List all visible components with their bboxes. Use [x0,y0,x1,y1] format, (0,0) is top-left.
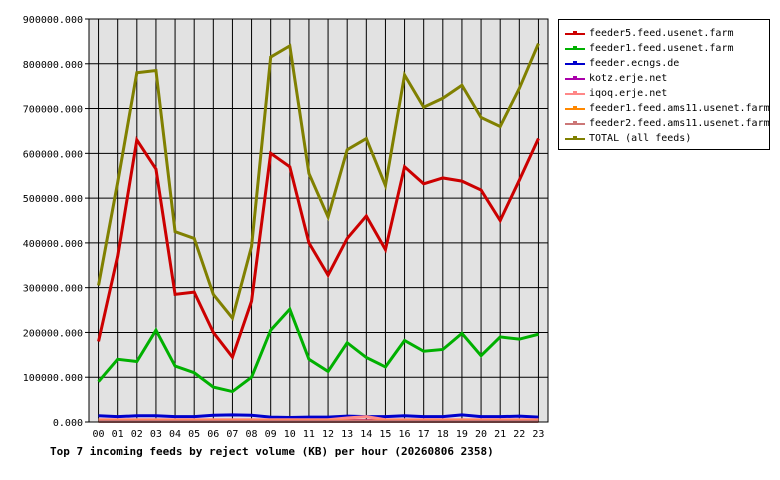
x-tick-label: 08 [246,429,258,440]
x-tick-label: 18 [437,429,449,440]
plot-border [88,18,549,423]
series-7 [97,43,540,322]
x-tick-label: 04 [169,429,181,440]
series-line [97,43,540,322]
x-tick-label: 07 [226,429,238,440]
x-axis: 00 01 02 03 04 05 06 07 08 09 10 11 12 13 14 15 16 17 18 19… [93,429,545,440]
legend-swatch [565,76,585,80]
x-tick-label: 12 [322,429,334,440]
legend-swatch [565,136,585,140]
legend-label: feeder2.feed.ams11.usenet.farm [589,118,770,129]
legend-label: kotz.erje.net [589,73,668,84]
legend-label: feeder.ecngs.de [589,58,680,69]
y-tick-label: 600000.000 [23,149,83,160]
legend-label: feeder1.feed.usenet.farm [589,43,734,54]
x-tick-label: 09 [265,429,277,440]
x-tick-label: 19 [456,429,468,440]
series-0 [97,135,540,361]
legend-label: TOTAL (all feeds) [589,133,692,144]
series-line [97,306,539,394]
x-tick-label: 16 [399,429,411,440]
series-2 [98,413,539,420]
legend-swatch [565,106,585,110]
legend-label: iqoq.erje.net [589,88,668,99]
series-line [97,135,540,361]
y-tick-label: 100000.000 [23,373,83,384]
y-tick-label: 300000.000 [23,284,83,295]
x-tick-label: 06 [207,429,219,440]
x-tick-label: 03 [150,429,162,440]
series-1 [97,306,539,394]
y-axis: 0.000 100000.000 200000.000 300000.000 40000… [23,15,89,429]
x-tick-label: 05 [188,429,200,440]
legend-swatch [565,46,585,50]
y-tick-label: 400000.000 [23,239,83,250]
x-tick-label: 11 [303,429,315,440]
x-tick-label: 22 [513,429,525,440]
x-tick-label: 01 [112,429,124,440]
legend-swatch [565,91,585,95]
x-tick-label: 00 [93,429,105,440]
x-tick-label: 15 [379,429,391,440]
legend-label: feeder1.feed.ams11.usenet.farm [589,103,770,114]
x-tick-label: 10 [284,429,296,440]
series-line [98,413,539,420]
x-tick-label: 14 [360,429,372,440]
y-tick-label: 200000.000 [23,328,83,339]
y-tick-label: 700000.000 [23,105,83,116]
legend-swatch [565,31,585,35]
legend-label: feeder5.feed.usenet.farm [589,28,734,39]
x-tick-label: 23 [532,429,544,440]
y-tick-label: 900000.000 [23,15,83,26]
x-tick-label: 17 [418,429,430,440]
y-tick-label: 0.000 [53,418,83,429]
legend: feeder5.feed.usenet.farm feeder1.feed.us… [558,19,770,150]
x-tick-label: 02 [131,429,143,440]
legend-swatch [565,121,585,125]
x-tick-label: 21 [494,429,506,440]
plot-area [89,19,548,422]
y-tick-label: 800000.000 [23,60,83,71]
y-tick-label: 500000.000 [23,194,83,205]
x-tick-label: 20 [475,429,487,440]
x-tick-label: 13 [341,429,353,440]
chart-title: Top 7 incoming feeds by reject volume (K… [50,445,494,458]
legend-swatch [565,61,585,65]
